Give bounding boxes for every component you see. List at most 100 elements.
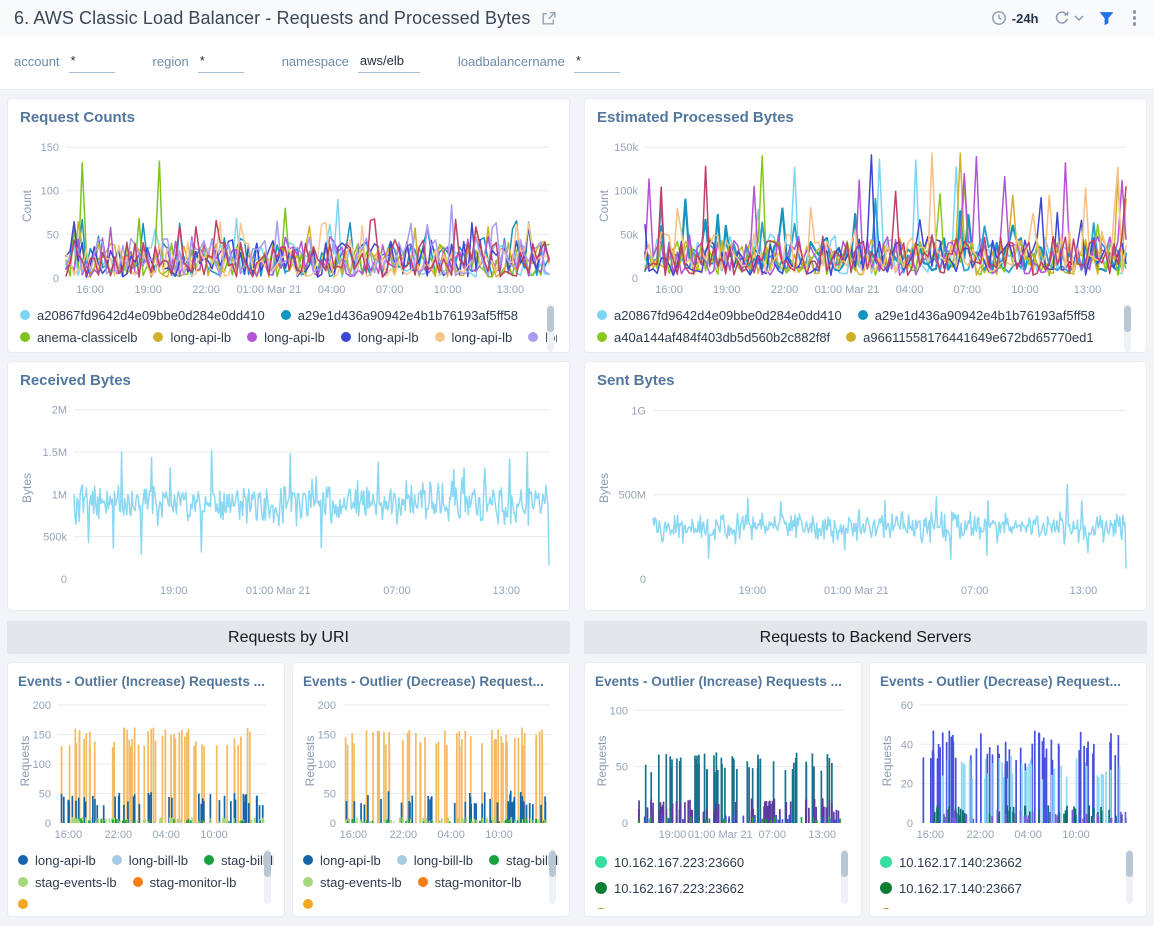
clock-icon: [991, 11, 1006, 25]
legend-series-dot: [597, 310, 607, 320]
legend-item[interactable]: long-bill-lb: [396, 853, 473, 868]
svg-text:13:00: 13:00: [808, 829, 836, 841]
filter-region-value[interactable]: *: [197, 53, 244, 73]
svg-text:100: 100: [41, 186, 59, 198]
uri-outlier-decrease-chart[interactable]: 0 50 100 150 200 16:00 22:00 04:00 10:00 Requests: [303, 693, 559, 843]
svg-text:Count: Count: [20, 189, 34, 222]
svg-text:16:00: 16:00: [655, 284, 683, 296]
legend-item[interactable]: stag-events-lb: [18, 875, 117, 890]
svg-text:20: 20: [901, 779, 913, 791]
legend-item[interactable]: long-api-lb: [247, 330, 325, 345]
filter-account[interactable]: account *: [14, 53, 115, 73]
svg-text:Requests: Requests: [303, 736, 317, 787]
legend-scrollbar-thumb[interactable]: [547, 306, 554, 332]
legend-row-clipped: [20, 348, 539, 352]
legend-item[interactable]: a29e1d436a90942e4b1b76193af5ff58: [857, 308, 1095, 323]
estimated-processed-bytes-chart[interactable]: 0 50k 100k 150k 16:00 19:00 22:00 01:00 Mar 21 0…: [597, 128, 1134, 298]
legend-item[interactable]: a20867fd9642d4e09bbe0d284e0dd410: [597, 308, 842, 323]
svg-text:07:00: 07:00: [383, 585, 411, 597]
legend-item[interactable]: [880, 908, 989, 909]
legend-item[interactable]: anema-classicelb: [20, 330, 137, 345]
legend-item[interactable]: long-api-lb: [153, 330, 231, 345]
legend-item[interactable]: a40a144af484f403db5d560b2c882f8f: [597, 330, 830, 345]
legend-item[interactable]: long-bill-lb: [111, 853, 188, 868]
legend-item[interactable]: a29e1d436a90942e4b1b76193af5ff58: [280, 308, 518, 323]
sent-bytes-chart[interactable]: 0 500M 1G 19:00 01:00 Mar 21 07:00 13:00 Bytes: [597, 391, 1134, 599]
legend-item[interactable]: long-api-lb: [303, 853, 381, 868]
svg-text:0: 0: [632, 273, 638, 285]
svg-text:07:00: 07:00: [376, 284, 404, 296]
legend-scrollbar-thumb[interactable]: [1124, 306, 1131, 332]
backend-outlier-increase-chart[interactable]: 0 50 100 19:00 01:00 Mar 21 07:00 13:00 Request…: [595, 693, 851, 843]
legend-item[interactable]: 10.162.167.223:23662: [595, 881, 744, 896]
filter-namespace-value[interactable]: aws/elb: [357, 53, 420, 73]
received-bytes-chart[interactable]: 0 500k 1M 1.5M 2M 19:00 01:00 Mar 21 07:00 13:00…: [20, 391, 557, 599]
legend-scrollbar-thumb[interactable]: [264, 851, 271, 877]
legend-series-label: 10.162.167.223:23660: [614, 854, 745, 870]
legend-series-label: 10.162.17.140:23662: [899, 854, 1022, 870]
filter-icon[interactable]: [1098, 10, 1115, 27]
filter-namespace[interactable]: namespace aws/elb: [282, 53, 420, 73]
legend-series-label: long-api-lb: [35, 852, 96, 868]
legend-item[interactable]: stag-monitor-lb: [132, 875, 236, 890]
svg-text:60: 60: [901, 700, 913, 712]
refresh-control[interactable]: [1053, 10, 1084, 26]
legend-scrollbar-thumb[interactable]: [549, 851, 556, 877]
svg-text:Requests: Requests: [18, 736, 32, 787]
filter-loadbalancername-value[interactable]: *: [573, 53, 620, 73]
backend-panels-group: Events - Outlier (Increase) Requests ...…: [584, 662, 1147, 917]
legend-series-dot: [857, 310, 868, 320]
legend-item[interactable]: stag-events-lb: [303, 875, 402, 890]
legend-item[interactable]: [303, 899, 410, 909]
legend-item[interactable]: 10.162.167.223:23660: [595, 855, 744, 870]
legend-series-label: a20867fd9642d4e09bbe0d284e0dd410: [614, 307, 842, 323]
legend-item[interactable]: [595, 908, 704, 909]
legend-series-dot: [880, 908, 892, 909]
uri-panels-group: Events - Outlier (Increase) Requests ...…: [7, 662, 570, 917]
svg-text:19:00: 19:00: [713, 284, 741, 296]
svg-text:150: 150: [318, 729, 336, 741]
panel-title: Events - Outlier (Decrease) Request...: [303, 674, 544, 689]
svg-text:Requests: Requests: [880, 736, 894, 787]
svg-text:50: 50: [616, 762, 628, 774]
backend-outlier-decrease-legend: 10.162.17.140:23662 10.162.17.140:23667: [880, 849, 1136, 909]
share-icon[interactable]: [540, 10, 557, 27]
legend-scrollbar-thumb[interactable]: [841, 851, 848, 877]
legend-row-clipped: [597, 348, 1116, 352]
svg-text:04:00: 04:00: [1014, 829, 1042, 841]
svg-text:Requests: Requests: [595, 736, 609, 787]
legend-item[interactable]: stag-monitor-lb: [417, 875, 521, 890]
legend-item[interactable]: [18, 899, 125, 909]
svg-text:0: 0: [907, 818, 913, 830]
legend-item[interactable]: stag-bill-lb: [488, 853, 559, 868]
filter-account-value[interactable]: *: [68, 53, 115, 73]
backend-outlier-decrease-chart[interactable]: 0 20 40 60 16:00 22:00 04:00 10:00 Requests: [880, 693, 1136, 843]
legend-series-label: a20867fd9642d4e09bbe0d284e0dd410: [37, 307, 265, 323]
svg-text:19:00: 19:00: [160, 585, 188, 597]
legend-item[interactable]: long-api-lb: [18, 853, 96, 868]
request-counts-chart[interactable]: 0 50 100 150 16:00 19:00 22:00 01:00 Mar 21 04:0…: [20, 128, 557, 298]
svg-text:01:00 Mar 21: 01:00 Mar 21: [824, 585, 889, 597]
filter-loadbalancername[interactable]: loadbalancername *: [458, 53, 620, 73]
legend-item[interactable]: 10.162.17.140:23667: [880, 881, 1022, 896]
legend-item[interactable]: 10.162.17.140:23662: [880, 855, 1022, 870]
uri-outlier-increase-chart[interactable]: 0 50 100 150 200 16:00 22:00 04:00 10:00 Requests: [18, 693, 274, 843]
svg-text:07:00: 07:00: [954, 284, 982, 296]
legend-scrollbar-thumb[interactable]: [1126, 851, 1133, 877]
legend-item[interactable]: long-api-lb: [434, 330, 512, 345]
legend-item[interactable]: a96611558176441649e672bd65770ed1: [846, 330, 1094, 345]
panel-backend-outlier-decrease: Events - Outlier (Decrease) Request... 0…: [869, 662, 1147, 917]
legend-item[interactable]: a20867fd9642d4e09bbe0d284e0dd410: [20, 308, 265, 323]
legend-item[interactable]: stag-bill-lb: [203, 853, 274, 868]
svg-text:01:00 Mar 21: 01:00 Mar 21: [236, 284, 301, 296]
request-counts-legend: a20867fd9642d4e09bbe0d284e0dd410 a29e1d43…: [20, 304, 557, 352]
time-range-control[interactable]: -24h: [991, 10, 1039, 26]
legend-item[interactable]: long-api-lb: [340, 330, 419, 345]
svg-text:50: 50: [324, 788, 336, 800]
svg-text:16:00: 16:00: [55, 829, 83, 841]
kebab-menu-icon[interactable]: [1129, 8, 1141, 28]
panel-title: Received Bytes: [20, 372, 131, 389]
filter-region[interactable]: region *: [153, 53, 244, 73]
legend-series-dot: [434, 332, 445, 342]
dashboard-header: 6. AWS Classic Load Balancer - Requests …: [0, 0, 1154, 36]
